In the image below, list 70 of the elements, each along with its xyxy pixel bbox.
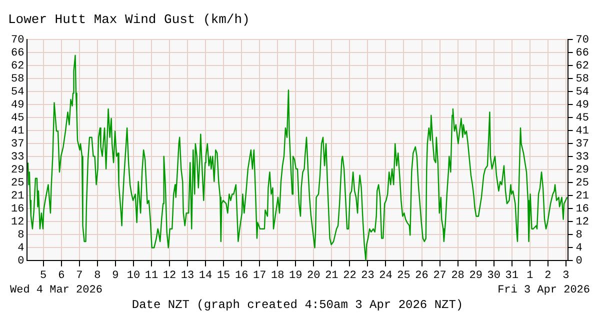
x-tick-label: 14 xyxy=(198,270,213,282)
x-tick-label: 6 xyxy=(58,270,65,282)
x-tick-label: 23 xyxy=(361,270,374,282)
y-tick-label: 37 xyxy=(11,138,24,150)
x-axis-title: Date NZT (graph created 4:50am 3 Apr 2026 NZT) xyxy=(132,298,464,312)
x-tick-label: 30 xyxy=(487,270,500,282)
x-tick-label: 28 xyxy=(451,270,464,282)
x-tick-label: 7 xyxy=(76,270,83,282)
x-tick-label: 5 xyxy=(40,270,47,282)
x-tick-label: 9 xyxy=(112,270,119,282)
x-tick-label: 27 xyxy=(433,270,446,282)
x-tick-label: 3 xyxy=(562,270,570,282)
y-tick-label: 45 xyxy=(11,112,24,124)
y-tick-label: 54 xyxy=(11,86,25,98)
y2-tick-label: 45 xyxy=(576,112,589,124)
y2-tick-label: 66 xyxy=(576,48,589,60)
x-tick-label: 15 xyxy=(216,270,230,282)
y2-tick-label: 41 xyxy=(576,125,590,138)
x-tick-label: 10 xyxy=(126,270,140,282)
x-tick-label: 1 xyxy=(526,270,534,282)
y2-tick-label: 4 xyxy=(576,242,583,254)
y-tick-label: 70 xyxy=(11,34,24,47)
y2-tick-label: 33 xyxy=(576,151,589,164)
y-tick-label: 16 xyxy=(11,203,24,216)
y2-tick-label: 0 xyxy=(576,255,582,268)
y2-tick-label: 29 xyxy=(576,164,589,176)
y2-tick-label: 25 xyxy=(576,177,589,190)
y-tick-label: 8 xyxy=(18,229,24,242)
y2-tick-label: 70 xyxy=(576,34,589,47)
y-tick-label: 4 xyxy=(18,242,25,254)
y2-tick-label: 49 xyxy=(576,99,589,112)
y-tick-label: 33 xyxy=(11,151,24,164)
x-tick-label: 2 xyxy=(544,270,552,282)
y-tick-label: 29 xyxy=(11,164,24,176)
x-tick-label: 16 xyxy=(234,270,248,282)
x-tick-label: 20 xyxy=(307,270,320,282)
y-tick-label: 12 xyxy=(11,216,24,228)
text: Fri 3 Apr 2026 xyxy=(498,284,590,296)
x-tick-label: 19 xyxy=(289,270,302,282)
y2-tick-label: 37 xyxy=(576,138,589,150)
y-tick-label: 0 xyxy=(18,255,24,268)
y2-tick-label: 21 xyxy=(576,190,590,202)
x-tick-label: 26 xyxy=(415,270,428,282)
y-tick-label: 25 xyxy=(11,177,24,190)
x-tick-label: 13 xyxy=(180,270,194,282)
y-tick-label: 21 xyxy=(11,190,25,202)
x-tick-label: 25 xyxy=(397,270,410,282)
y2-tick-label: 12 xyxy=(576,216,589,228)
x-tick-label: 11 xyxy=(144,270,158,282)
y2-tick-label: 54 xyxy=(576,86,590,98)
y-tick-label: 66 xyxy=(11,48,24,60)
x-tick-label: 24 xyxy=(379,270,393,282)
x-tick-label: 17 xyxy=(252,270,266,282)
y2-tick-label: 62 xyxy=(576,60,589,72)
y2-tick-label: 8 xyxy=(576,229,582,242)
x-tick-label: 31 xyxy=(505,270,519,282)
y2-tick-label: 16 xyxy=(576,203,589,216)
chart-title: Lower Hutt Max Wind Gust (km/h) xyxy=(8,12,250,28)
y-tick-label: 41 xyxy=(11,125,25,138)
x-tick-label: 22 xyxy=(343,270,356,282)
x-tick-label: 12 xyxy=(162,270,176,282)
x-tick-label: 8 xyxy=(94,270,101,282)
y2-tick-label: 58 xyxy=(576,73,589,86)
text: Wed 4 Mar 2026 xyxy=(10,284,102,296)
y-tick-label: 49 xyxy=(11,99,24,112)
x-tick-label: 29 xyxy=(469,270,482,282)
x-tick-label: 21 xyxy=(325,270,339,282)
x-tick-label: 18 xyxy=(271,270,284,282)
y-tick-label: 62 xyxy=(11,60,24,72)
y-tick-label: 58 xyxy=(11,73,24,86)
